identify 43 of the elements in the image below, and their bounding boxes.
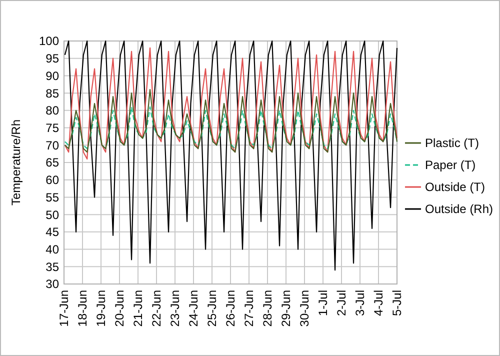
line-series <box>64 106 398 150</box>
x-tick-label: 27-Jun <box>242 290 256 327</box>
x-tick-label: 25-Jun <box>205 290 220 327</box>
x-tick-label: 23-Jun <box>168 290 182 327</box>
legend-label: Outside (T) <box>425 180 486 194</box>
legend-label: Plastic (T) <box>425 136 480 150</box>
x-tick-label: 22-Jun <box>150 290 164 327</box>
x-tick-label: 29-Jun <box>279 290 294 327</box>
x-tick-label: 24-Jun <box>186 290 201 327</box>
y-tick-label: 60 <box>46 173 60 188</box>
x-tick-label: 18-Jun <box>76 290 90 327</box>
y-tick-label: 45 <box>46 225 60 240</box>
x-tick-label: 30-Jun <box>298 290 312 327</box>
y-tick-label: 55 <box>46 190 60 204</box>
y-tick-label: 35 <box>46 260 60 274</box>
x-tick-label: 19-Jun <box>94 290 108 327</box>
y-tick-label: 30 <box>46 277 60 292</box>
y-tick-label: 80 <box>46 104 60 118</box>
x-tick-label: 28-Jun <box>260 290 275 327</box>
line-series <box>64 47 398 160</box>
y-tick-label: 75 <box>46 120 60 135</box>
x-tick-label: 3-Jul <box>353 290 368 316</box>
x-tick-label: 17-Jun <box>57 290 72 327</box>
y-tick-label: 85 <box>46 86 60 100</box>
x-tick-label: 26-Jun <box>224 290 238 327</box>
y-tick-label: 70 <box>46 138 60 152</box>
y-tick-label: 90 <box>46 68 60 83</box>
x-tick-label: 20-Jun <box>112 290 127 327</box>
y-axis-title: Temperature/Rh <box>9 119 23 206</box>
y-tick-label: 65 <box>46 156 60 170</box>
y-tick-label: 50 <box>46 208 60 222</box>
x-tick-label: 1-Jul <box>316 290 330 316</box>
x-tick-label: 2-Jul <box>334 290 349 316</box>
y-tick-label: 40 <box>46 242 60 256</box>
line-series <box>64 40 398 271</box>
x-tick-label: 4-Jul <box>372 290 386 316</box>
line-series <box>64 89 398 153</box>
legend-label: Paper (T) <box>425 158 476 172</box>
y-tick-label: 95 <box>46 52 60 66</box>
y-tick-label: 100 <box>38 34 60 48</box>
x-tick-label: 5-Jul <box>390 290 404 316</box>
x-tick-label: 21-Jun <box>131 290 146 327</box>
legend-label: Outside (Rh) <box>425 202 494 216</box>
